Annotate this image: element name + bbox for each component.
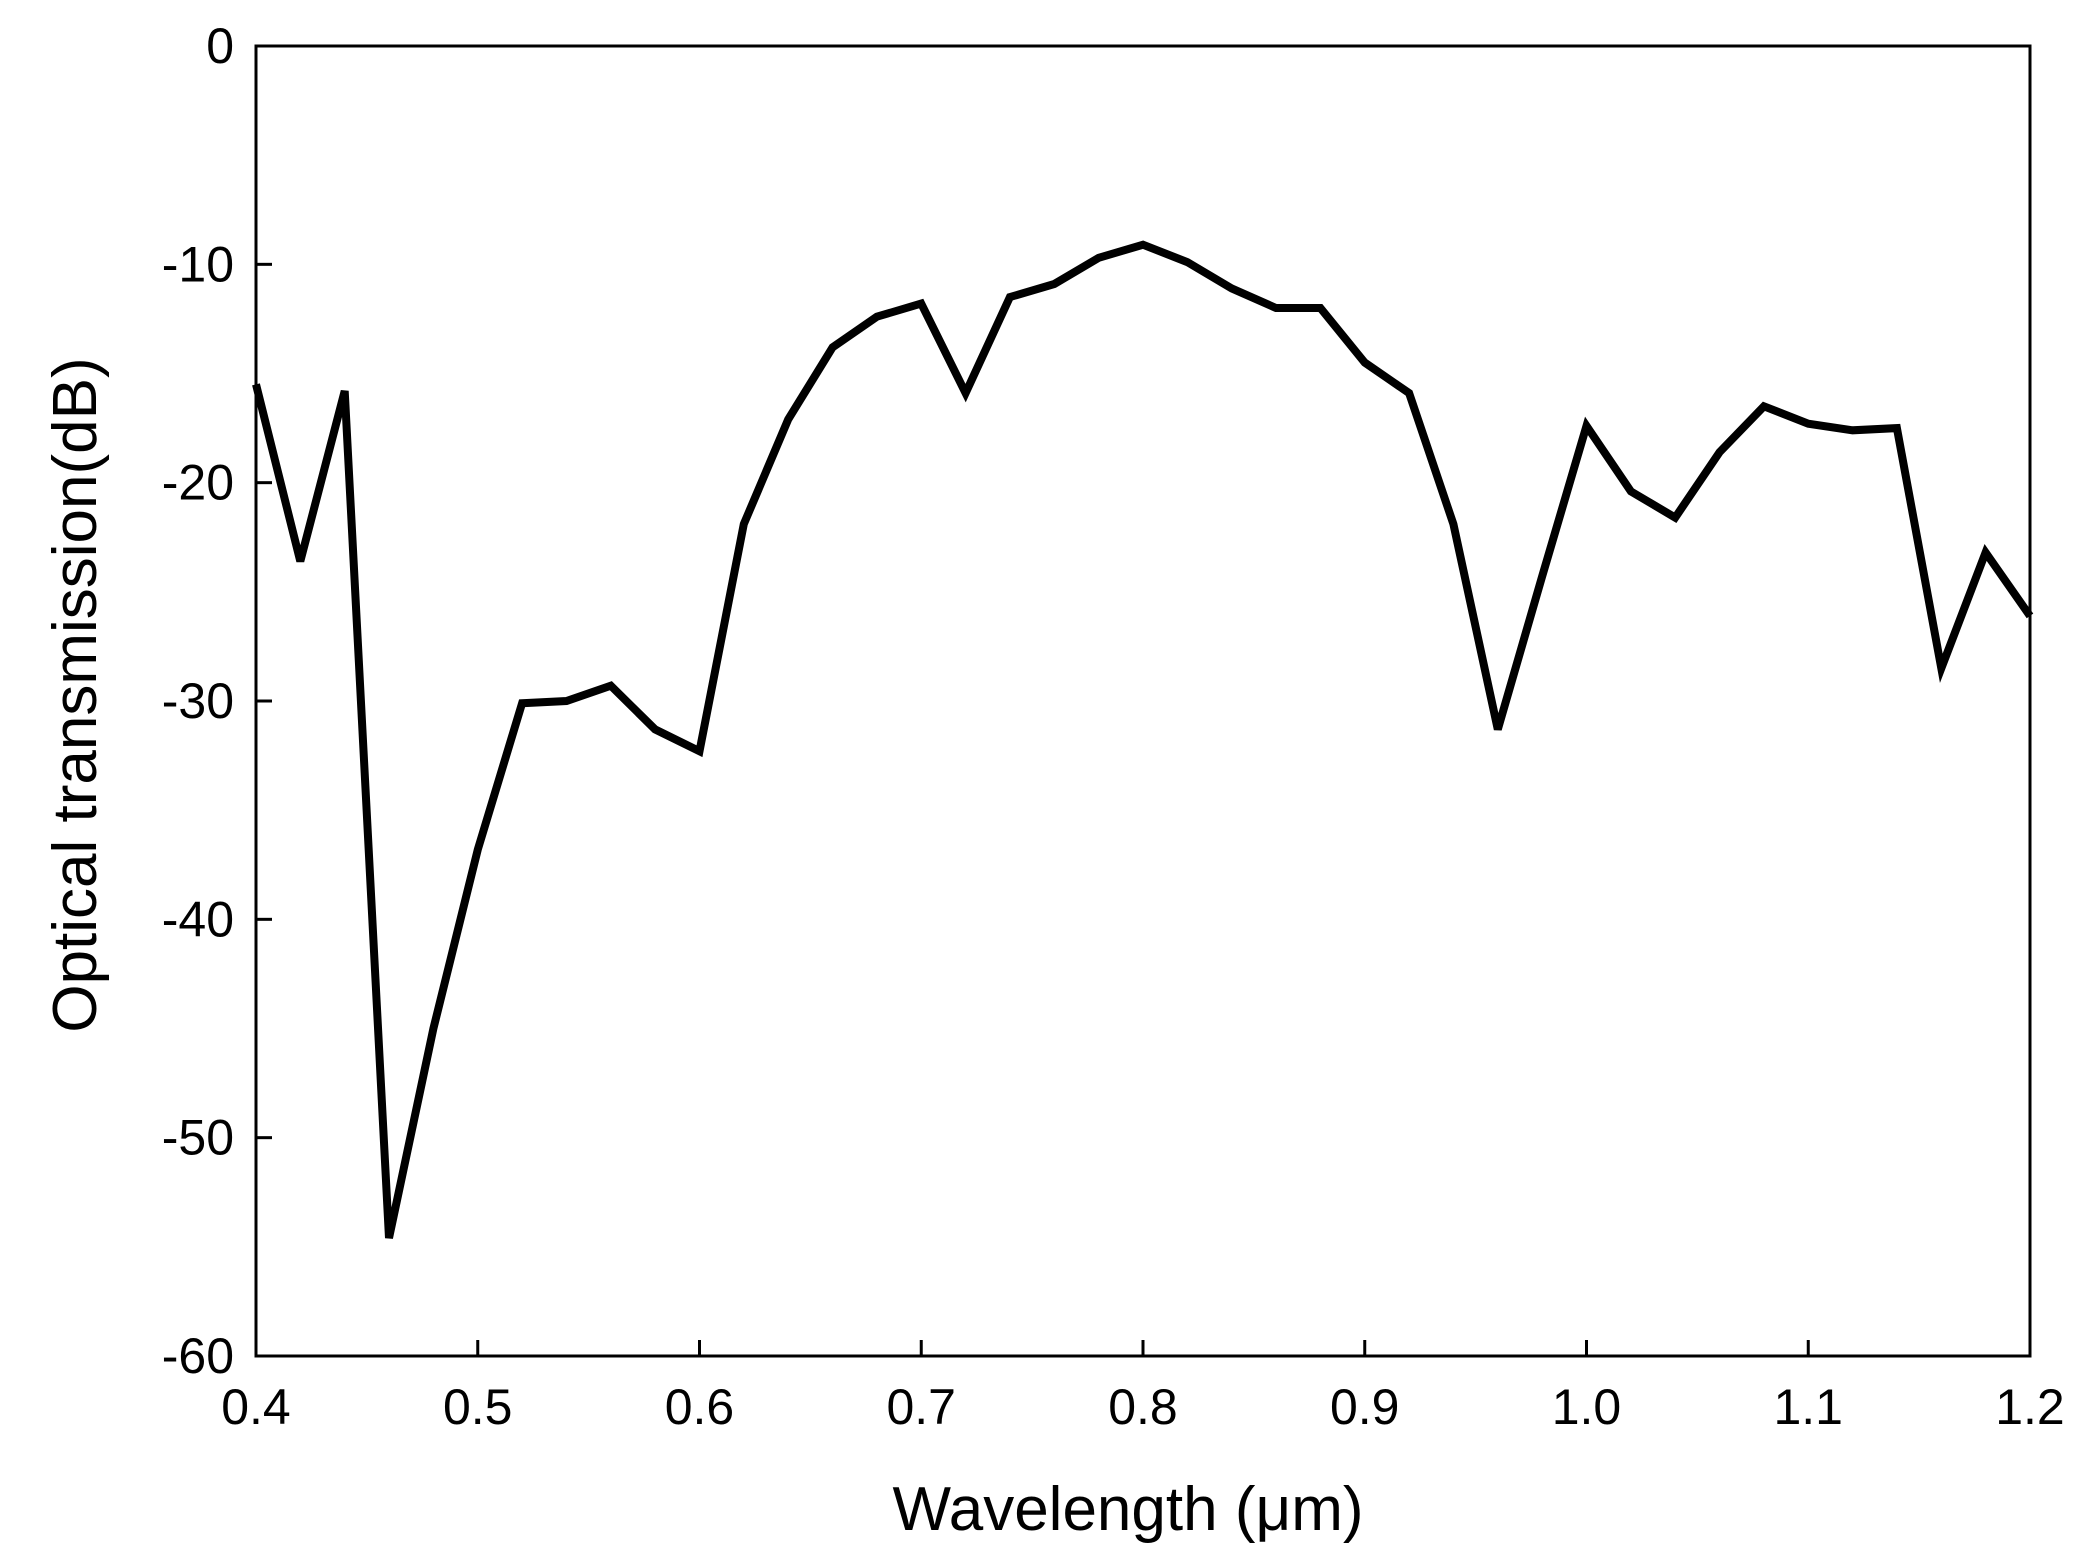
x-tick-label: 0.7	[886, 1379, 956, 1435]
y-tick-label: -20	[162, 455, 234, 511]
x-tick-label: 0.4	[221, 1379, 291, 1435]
x-tick-label: 1.1	[1773, 1379, 1843, 1435]
x-axis: 0.4 0.5 0.6 0.7 0.8 0.9 1.0 1.1 1.2	[221, 1340, 2065, 1435]
plot-area	[252, 44, 2034, 1358]
x-tick-label: 0.8	[1108, 1379, 1178, 1435]
x-tick-label: 0.6	[665, 1379, 735, 1435]
y-tick-label: 0	[206, 18, 234, 74]
x-tick-label: 0.9	[1330, 1379, 1400, 1435]
x-tick-label: 1.0	[1552, 1379, 1622, 1435]
y-tick-label: -10	[162, 236, 234, 292]
x-axis-title: Wavelength (μm)	[893, 1475, 1364, 1544]
y-axis-title: Optical transmission(dB)	[41, 357, 110, 1032]
series-line	[252, 240, 2034, 1239]
y-tick-label: -60	[162, 1328, 234, 1384]
y-tick-label: -40	[162, 891, 234, 947]
x-tick-label: 1.2	[1995, 1379, 2065, 1435]
y-tick-label: -30	[162, 673, 234, 729]
x-tick-label: 0.5	[443, 1379, 513, 1435]
y-axis: 0 -10 -20 -30 -40 -50 -60	[162, 18, 272, 1384]
y-tick-label: -50	[162, 1110, 234, 1166]
